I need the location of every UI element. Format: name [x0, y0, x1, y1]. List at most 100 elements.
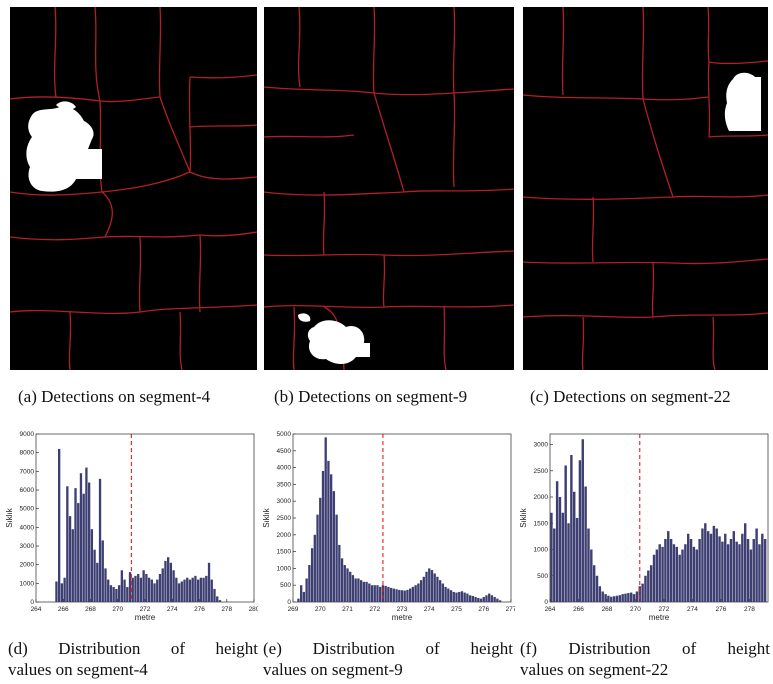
histogram-bar — [763, 539, 767, 602]
histogram-bar — [761, 533, 764, 602]
histogram-bar — [71, 529, 74, 602]
histogram-bar — [430, 570, 434, 602]
histogram-bar — [686, 533, 690, 602]
histogram-bar — [332, 491, 336, 602]
histogram-bar — [60, 583, 64, 602]
x-tick-label: 272 — [369, 606, 380, 613]
histogram-bar — [721, 541, 724, 602]
histogram-bar — [210, 579, 213, 602]
histogram-bar — [205, 575, 208, 602]
histogram-bar — [741, 533, 744, 602]
histogram-bar — [746, 539, 750, 602]
x-tick-label: 266 — [573, 606, 584, 613]
y-tick-label: 5000 — [277, 431, 292, 438]
histogram-bar — [82, 493, 85, 602]
histogram-bar — [112, 587, 115, 602]
histogram-bar — [218, 600, 222, 602]
y-tick-label: 1500 — [534, 520, 549, 527]
histogram-bar — [411, 586, 415, 602]
histogram-bar — [120, 570, 123, 602]
y-tick-label: 4000 — [20, 524, 35, 531]
histogram-bar — [561, 512, 565, 602]
histogram-bar — [452, 591, 455, 602]
histogram-bar — [490, 595, 494, 602]
x-tick-label: 276 — [716, 606, 727, 613]
histogram-bar — [158, 574, 162, 602]
caption-f-word: of — [681, 639, 697, 658]
histogram-bar — [115, 588, 118, 602]
histogram-bar — [153, 583, 156, 602]
histogram-bar — [692, 546, 696, 602]
histogram-bar — [308, 565, 311, 602]
histogram-bar — [444, 586, 447, 602]
histogram-bar — [389, 587, 393, 602]
y-tick-label: 9000 — [20, 431, 35, 438]
histogram-bar — [123, 579, 126, 602]
histogram-bar — [449, 590, 453, 602]
segment-4-image — [10, 7, 257, 370]
histogram-bar — [196, 579, 200, 602]
histogram-bar — [604, 594, 607, 602]
histogram-bar — [701, 528, 704, 602]
histogram-bar — [667, 531, 670, 602]
histogram-bar — [147, 577, 151, 602]
histogram-bar — [567, 523, 570, 602]
histogram-bar — [425, 571, 428, 602]
histogram-bar — [384, 585, 387, 602]
histogram-bar — [131, 577, 134, 602]
histogram-bar — [466, 593, 469, 602]
histogram-bar — [362, 581, 366, 602]
y-tick-label: 1000 — [277, 565, 292, 572]
histogram-bar — [584, 486, 587, 602]
histogram-bar — [310, 548, 314, 602]
histogram-bar — [698, 539, 701, 602]
x-axis-label: metre — [392, 613, 413, 622]
x-tick-label: 271 — [342, 606, 353, 613]
x-tick-label: 273 — [397, 606, 408, 613]
histogram-bar — [732, 531, 736, 602]
histogram-bar — [343, 565, 346, 602]
y-axis-label: Sıklık — [5, 507, 14, 528]
y-tick-label: 1000 — [20, 580, 35, 587]
histogram-bar — [635, 591, 639, 602]
caption-d: (d) Distribution of height values on seg… — [8, 638, 258, 680]
histogram-bar — [156, 579, 159, 602]
histogram-bar — [587, 528, 590, 602]
caption-f-word: height — [727, 639, 771, 658]
histogram-bar — [718, 536, 721, 602]
histogram-bar — [590, 549, 593, 602]
histogram-bar — [479, 598, 483, 602]
x-tick-label: 274 — [687, 606, 698, 613]
histogram-bar — [379, 586, 382, 602]
histogram-bar — [305, 578, 308, 602]
histogram-bar — [191, 577, 194, 602]
histogram-f: 264 266 268 270 272 274 276 278 0 500 1000 1500 2000… — [518, 428, 772, 628]
x-tick-label: 266 — [58, 606, 69, 613]
histogram-bar — [598, 586, 602, 602]
histogram-bar — [346, 568, 349, 602]
histogram-bar — [142, 570, 145, 602]
histogram-bar — [575, 518, 579, 602]
histogram-bar — [85, 467, 88, 602]
histogram-bar — [612, 596, 616, 602]
histogram-bar — [107, 579, 110, 602]
histogram-bar — [96, 562, 99, 602]
histogram-bar — [496, 598, 499, 602]
histogram-bar — [735, 541, 738, 602]
histogram-bar — [395, 589, 398, 602]
histogram-bar — [460, 591, 464, 602]
histogram-bar — [340, 558, 344, 602]
histogram-bar — [63, 577, 66, 602]
histogram-bar — [349, 571, 352, 602]
histogram-bar — [316, 514, 319, 602]
histogram-bar — [109, 585, 113, 602]
histogram-bar — [387, 586, 390, 602]
histogram-bar — [578, 460, 582, 602]
histogram-bar — [101, 540, 104, 602]
histogram-bar — [615, 595, 619, 602]
histogram-bar — [422, 576, 425, 602]
histogram-bar — [724, 533, 727, 602]
caption-f-word: Distribution — [568, 639, 651, 658]
histogram-bar — [564, 465, 567, 602]
histogram-bar — [55, 581, 58, 602]
